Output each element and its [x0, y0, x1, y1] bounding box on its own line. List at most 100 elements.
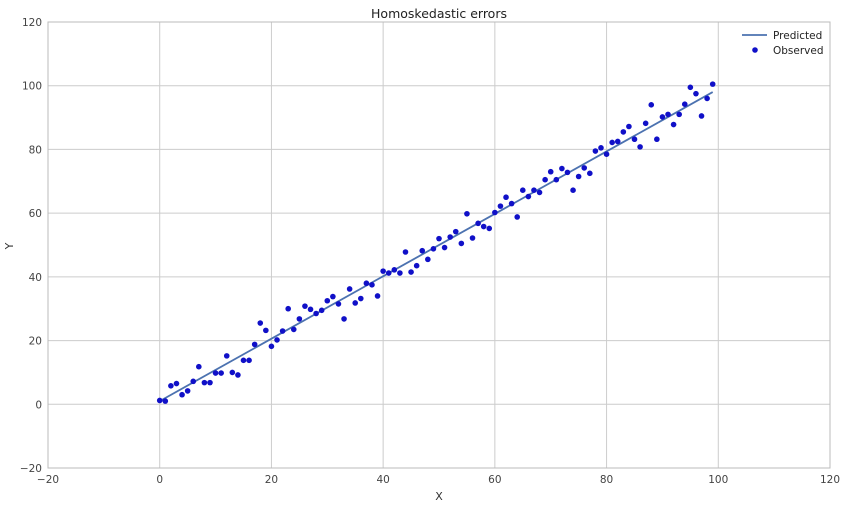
observed-point — [184, 388, 191, 394]
observed-point — [430, 246, 437, 252]
observed-point — [536, 189, 543, 196]
observed-point — [391, 267, 398, 273]
observed-point — [346, 286, 353, 292]
observed-point — [458, 240, 465, 247]
observed-point — [207, 379, 213, 386]
observed-point — [508, 200, 515, 207]
x-tick-label: 0 — [156, 474, 163, 486]
observed-point — [564, 169, 571, 176]
observed-point — [464, 210, 470, 217]
observed-point — [190, 378, 197, 385]
observed-point — [307, 306, 314, 313]
observed-point — [469, 235, 476, 241]
observed-point — [452, 228, 459, 235]
observed-point — [659, 114, 666, 120]
observed-point — [290, 326, 297, 333]
observed-point — [592, 148, 599, 154]
observed-point — [670, 121, 677, 128]
observed-point — [519, 187, 526, 194]
plot-area: −20 0 20 40 60 80 100 120 −20 0 20 40 60 80 100 120 — [20, 17, 840, 486]
observed-point — [341, 316, 347, 322]
observed-point — [257, 320, 264, 326]
observed-point — [603, 151, 610, 158]
observed-point — [162, 398, 169, 404]
observed-point — [358, 295, 364, 302]
observed-point — [229, 369, 236, 376]
observed-point — [374, 293, 381, 299]
observed-point — [285, 305, 291, 312]
y-tick-label: 100 — [22, 81, 42, 93]
observed-point — [246, 357, 252, 364]
observed-point — [598, 145, 604, 151]
observed-point — [525, 193, 532, 200]
observed-point — [441, 244, 448, 251]
observed-point — [587, 170, 593, 177]
observed-point — [570, 187, 576, 194]
x-tick-label: 60 — [488, 474, 501, 486]
observed-point — [581, 165, 588, 171]
observed-point — [313, 310, 319, 317]
observed-point — [385, 270, 392, 276]
observed-point — [318, 307, 325, 314]
observed-point — [274, 337, 280, 343]
observed-point — [575, 173, 582, 180]
observed-point — [531, 187, 537, 194]
observed-point — [637, 144, 643, 150]
observed-point — [218, 370, 224, 376]
observed-point — [380, 268, 386, 274]
observed-point — [369, 282, 375, 288]
observed-point — [480, 223, 487, 230]
observed-point — [631, 136, 638, 143]
x-tick-label: −20 — [37, 474, 59, 486]
y-tick-label: 60 — [29, 208, 42, 220]
observed-point — [553, 176, 560, 183]
legend-predicted-label: Predicted — [773, 30, 822, 42]
observed-point — [687, 84, 694, 91]
observed-point — [698, 113, 705, 119]
observed-point — [168, 383, 174, 389]
observed-point — [654, 136, 660, 143]
observed-point — [486, 225, 493, 232]
observed-point — [614, 138, 621, 145]
observed-point — [363, 280, 370, 287]
observed-point — [704, 95, 710, 102]
predicted-line — [159, 91, 714, 402]
observed-point — [648, 102, 655, 108]
y-axis-label: Y — [3, 242, 16, 250]
observed-point — [436, 235, 442, 242]
plot-frame — [47, 21, 831, 469]
y-tick-label: 20 — [29, 336, 42, 348]
observed-point — [497, 203, 504, 209]
y-tick-label: −20 — [20, 463, 42, 475]
observed-point — [263, 327, 269, 334]
y-tick-label: 40 — [29, 272, 42, 284]
observed-point — [279, 328, 286, 334]
x-tick-label: 20 — [265, 474, 278, 486]
y-tick-label: 120 — [22, 17, 42, 29]
observed-point — [335, 301, 342, 307]
observed-point — [324, 297, 331, 304]
observed-point — [475, 220, 481, 227]
observed-point — [156, 397, 163, 404]
x-tick-label: 120 — [820, 474, 840, 486]
observed-point — [397, 270, 403, 276]
observed-point — [559, 165, 565, 172]
observed-point — [402, 249, 409, 255]
legend: Predicted Observed — [742, 30, 824, 57]
observed-point — [609, 139, 615, 146]
observed-point — [408, 269, 414, 275]
observed-point — [179, 391, 185, 398]
observed-point — [223, 353, 230, 359]
observed-point — [251, 341, 258, 348]
observed-point — [302, 303, 308, 309]
observed-point — [542, 176, 548, 183]
x-tick-label: 100 — [708, 474, 728, 486]
y-tick-label: 80 — [29, 144, 42, 156]
observed-point — [419, 247, 426, 254]
observed-point — [642, 120, 649, 127]
observed-point — [268, 343, 275, 350]
x-axis-label: X — [435, 490, 443, 503]
observed-point — [665, 111, 671, 118]
x-tick-label: 80 — [600, 474, 613, 486]
observed-point — [620, 129, 627, 135]
